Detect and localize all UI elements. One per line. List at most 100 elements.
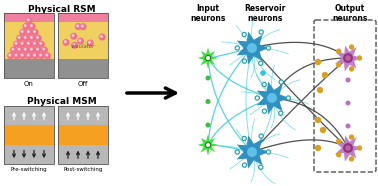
- Circle shape: [280, 112, 282, 114]
- Circle shape: [358, 146, 361, 150]
- Circle shape: [17, 35, 23, 41]
- Circle shape: [33, 29, 38, 35]
- Bar: [58, 125, 108, 145]
- Circle shape: [358, 56, 361, 60]
- Circle shape: [26, 18, 32, 23]
- Circle shape: [72, 35, 74, 36]
- Circle shape: [316, 118, 321, 123]
- Circle shape: [26, 29, 32, 35]
- Circle shape: [29, 24, 35, 29]
- Circle shape: [34, 54, 36, 56]
- Circle shape: [43, 48, 45, 50]
- Bar: [58, 59, 108, 78]
- Circle shape: [36, 47, 41, 53]
- Circle shape: [76, 24, 81, 29]
- Circle shape: [280, 81, 282, 83]
- Bar: [4, 59, 54, 78]
- Circle shape: [33, 53, 38, 59]
- Circle shape: [39, 53, 44, 59]
- Circle shape: [263, 110, 265, 112]
- Bar: [4, 106, 54, 164]
- Text: On: On: [24, 81, 34, 87]
- Circle shape: [40, 42, 42, 44]
- Bar: [58, 13, 108, 78]
- Bar: [58, 106, 108, 164]
- Circle shape: [78, 38, 83, 44]
- Circle shape: [14, 41, 20, 47]
- Circle shape: [235, 46, 239, 50]
- Circle shape: [242, 59, 246, 63]
- Circle shape: [346, 146, 350, 150]
- Circle shape: [23, 24, 29, 29]
- Polygon shape: [237, 135, 269, 169]
- Circle shape: [259, 61, 263, 65]
- Circle shape: [27, 42, 29, 44]
- Text: Input
neurons: Input neurons: [190, 4, 226, 23]
- Circle shape: [81, 25, 83, 27]
- Circle shape: [37, 37, 39, 38]
- Bar: [58, 22, 108, 59]
- Circle shape: [46, 54, 48, 56]
- Circle shape: [243, 60, 245, 62]
- Circle shape: [72, 43, 77, 48]
- Circle shape: [39, 41, 44, 47]
- Text: Pre-switching: Pre-switching: [11, 167, 47, 172]
- Circle shape: [20, 53, 26, 59]
- Circle shape: [350, 157, 353, 161]
- Polygon shape: [198, 134, 218, 156]
- Circle shape: [337, 63, 341, 67]
- Circle shape: [248, 44, 256, 52]
- Circle shape: [287, 96, 290, 100]
- Circle shape: [206, 100, 210, 103]
- Circle shape: [268, 151, 269, 153]
- Circle shape: [237, 151, 238, 153]
- Circle shape: [20, 41, 26, 47]
- Circle shape: [268, 94, 276, 102]
- Circle shape: [15, 54, 17, 56]
- Circle shape: [266, 46, 270, 50]
- Circle shape: [24, 25, 26, 27]
- Circle shape: [18, 37, 20, 38]
- Circle shape: [346, 78, 350, 82]
- Circle shape: [80, 24, 86, 30]
- Circle shape: [237, 47, 238, 49]
- Circle shape: [260, 135, 262, 137]
- Circle shape: [206, 56, 211, 60]
- Text: Insulator: Insulator: [71, 44, 94, 49]
- Circle shape: [12, 48, 14, 50]
- Circle shape: [242, 163, 246, 167]
- Circle shape: [26, 41, 32, 47]
- Circle shape: [40, 54, 42, 56]
- Circle shape: [63, 40, 69, 45]
- Circle shape: [248, 148, 256, 156]
- Circle shape: [256, 97, 258, 99]
- Circle shape: [8, 53, 13, 59]
- Circle shape: [65, 41, 66, 43]
- Circle shape: [29, 35, 35, 41]
- Circle shape: [17, 47, 23, 53]
- Circle shape: [36, 35, 41, 41]
- Circle shape: [207, 57, 209, 59]
- Circle shape: [101, 36, 102, 37]
- Circle shape: [260, 31, 262, 33]
- Circle shape: [20, 29, 26, 35]
- Circle shape: [322, 73, 327, 78]
- Circle shape: [262, 109, 266, 113]
- Polygon shape: [237, 31, 269, 65]
- Circle shape: [31, 37, 32, 38]
- Circle shape: [279, 111, 283, 115]
- Circle shape: [259, 134, 263, 138]
- Circle shape: [37, 48, 39, 50]
- Bar: [4, 125, 54, 145]
- Circle shape: [350, 45, 353, 49]
- Circle shape: [255, 96, 259, 100]
- Circle shape: [266, 150, 270, 154]
- Circle shape: [99, 34, 105, 40]
- Circle shape: [344, 144, 352, 152]
- Circle shape: [242, 137, 246, 140]
- Circle shape: [29, 47, 35, 53]
- Polygon shape: [198, 47, 218, 69]
- Circle shape: [77, 25, 79, 27]
- Bar: [58, 13, 108, 22]
- Circle shape: [344, 54, 352, 62]
